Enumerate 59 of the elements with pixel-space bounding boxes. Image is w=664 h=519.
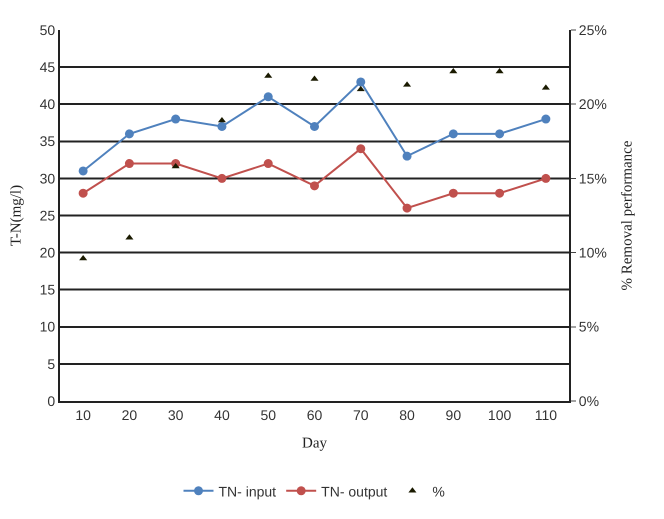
y2-tick-label: 15% [578,170,607,186]
point [402,204,412,213]
point [78,188,88,198]
y-tick-label: 25 [40,207,56,224]
x-axis-title: Day [302,435,328,452]
y2-tick-label: 5% [578,318,600,335]
point [448,188,458,198]
y-axis-title: T-N(mg/l) [8,184,24,246]
point [264,92,273,102]
point [124,129,134,138]
point [356,144,366,154]
x-tick-label: 110 [534,406,558,423]
y-tick-label: 15 [40,282,56,298]
y-tick-label: 20 [40,244,56,260]
point [310,181,319,190]
point [495,129,504,138]
y-tick-label: 10 [40,318,56,335]
point [448,129,458,138]
legend-label: TN- output [321,483,388,500]
y2-tick-label: 20% [578,96,607,112]
y-tick-label: 0 [47,392,56,409]
x-tick-label: 100 [488,406,512,423]
point [264,159,273,168]
point [356,86,365,92]
point [78,166,88,176]
legend-label: TN- input [218,483,276,500]
y2-axis-title: % Removal performance [619,140,636,290]
y-tick-label: 30 [40,170,56,186]
point [217,122,226,131]
y2-tick-label: 25% [578,22,607,38]
x-tick-label: 80 [399,406,416,423]
y-tick-label: 45 [40,59,56,75]
point [310,122,319,131]
legend-label: % [432,483,445,500]
y-tick-label: 5 [47,356,56,372]
point [356,77,366,86]
y-tick-label: 50 [40,22,56,38]
point [124,159,134,168]
x-tick-label: 30 [168,406,184,423]
x-tick-label: 90 [446,406,462,423]
x-tick-label: 10 [75,406,92,423]
x-tick-label: 70 [352,406,369,423]
point [541,114,550,124]
point [403,81,412,87]
y-tick-label: 40 [40,96,56,112]
y2-tick-label: 0% [578,392,600,409]
point [171,114,180,124]
point [125,234,134,240]
x-tick-label: 40 [214,406,230,423]
x-tick-label: 60 [306,406,322,423]
y2-tick-label: 10% [578,244,607,260]
point [217,174,226,183]
point [402,152,412,161]
y-tick-label: 35 [40,133,56,150]
point [495,188,504,198]
x-tick-label: 20 [122,406,138,423]
point [542,84,550,90]
x-tick-label: 50 [260,406,276,423]
point [541,174,550,183]
